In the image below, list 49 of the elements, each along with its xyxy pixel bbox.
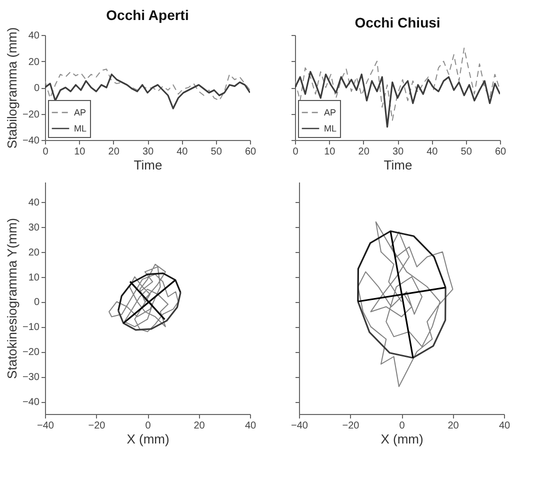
x-tick-label: 40: [498, 420, 510, 432]
x-axis-title: Time: [384, 158, 412, 172]
y-tick-label: 20: [28, 56, 40, 68]
y-tick-label: −10: [22, 322, 40, 334]
legend-label: ML: [324, 124, 337, 134]
y-tick-label: 40: [28, 197, 40, 208]
legend-label: ML: [74, 124, 87, 134]
x-tick-label: 40: [426, 146, 438, 158]
x-tick-label: 20: [108, 146, 120, 158]
legend-label: AP: [74, 108, 86, 118]
y-tick-label: 20: [28, 247, 40, 258]
x-axis-title: X (mm): [380, 432, 424, 446]
x-axis-title: X (mm): [126, 432, 170, 446]
x-tick-label: −20: [342, 420, 360, 432]
x-axis-title: Time: [134, 158, 162, 172]
x-tick-label: 40: [244, 420, 256, 432]
y-tick-label: −30: [22, 372, 40, 384]
y-tick-label: 40: [28, 30, 40, 42]
x-tick-label: 10: [74, 146, 86, 158]
x-tick-label: 60: [244, 146, 256, 158]
x-tick-label: 20: [194, 420, 206, 432]
x-tick-label: 0: [399, 420, 406, 432]
chart-title: Occhi Aperti: [106, 6, 189, 23]
chart-title: Occhi Chiusi: [354, 14, 440, 30]
y-tick-label: −40: [22, 136, 40, 146]
y-tick-label: −20: [22, 109, 40, 120]
y-tick-label: 30: [28, 222, 40, 234]
x-tick-label: 0: [145, 420, 152, 432]
y-tick-label: 10: [28, 272, 40, 284]
x-tick-label: 50: [460, 146, 472, 158]
y-tick-label: 0: [34, 297, 40, 308]
y-tick-label: −20: [22, 347, 40, 358]
x-tick-label: −20: [88, 420, 106, 432]
x-tick-label: 20: [448, 420, 460, 432]
x-tick-label: 0: [42, 146, 49, 158]
x-tick-label: −40: [291, 420, 308, 432]
x-tick-label: 40: [176, 146, 188, 158]
x-tick-label: 10: [324, 146, 336, 158]
x-tick-label: 20: [358, 146, 370, 158]
x-tick-label: 30: [142, 146, 154, 158]
x-tick-label: 0: [292, 146, 299, 158]
x-tick-label: 50: [210, 146, 222, 158]
x-tick-label: 30: [392, 146, 404, 158]
x-tick-label: 60: [494, 146, 506, 158]
y-axis-title: Stabilogramma (mm): [4, 27, 20, 149]
y-axis-title: Statokinesiogramma Y(mm): [4, 218, 20, 379]
y-tick-label: 0: [34, 83, 40, 94]
y-tick-label: −40: [22, 397, 40, 408]
legend-label: AP: [324, 108, 336, 118]
